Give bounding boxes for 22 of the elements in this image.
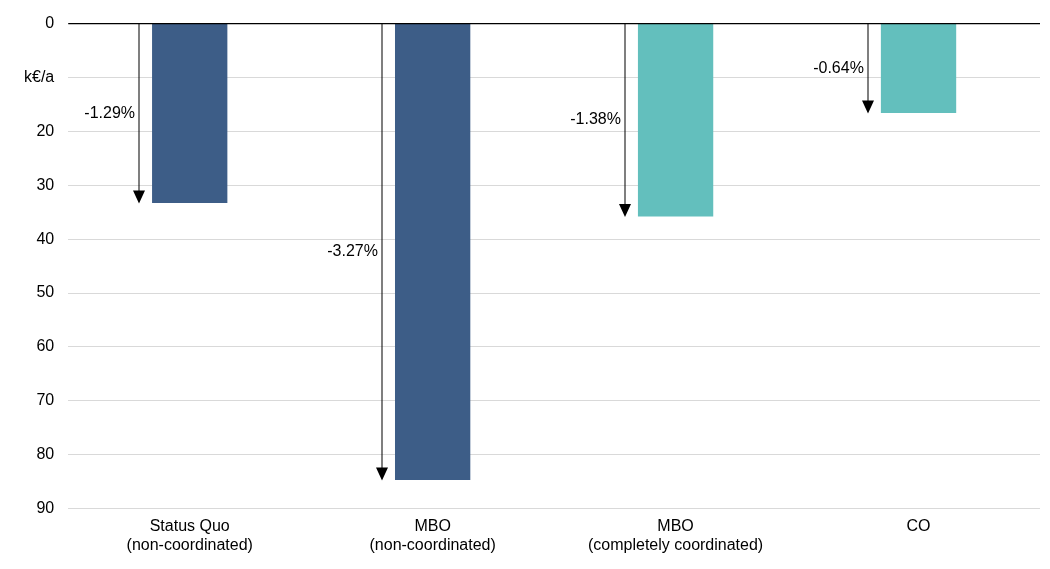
bar (637, 24, 714, 217)
x-tick-label: CO (906, 516, 931, 534)
annotation: -3.27% (327, 242, 378, 260)
y-tick-label: k€/a (23, 67, 55, 85)
x-tick-label: Status Quo (non-coordinated) (126, 516, 253, 553)
annotation: -1.29% (84, 103, 136, 121)
annotation: -1.38% (570, 110, 621, 128)
bar (395, 24, 471, 481)
bar (880, 24, 957, 114)
y-tick-label: 80 (36, 445, 55, 463)
y-tick-label: 20 (36, 121, 55, 139)
y-tick-label: 70 (36, 391, 55, 409)
y-tick-label: 50 (36, 283, 55, 301)
x-tick-label: MBO (completely coordinated) (587, 516, 764, 553)
y-tick-label: 60 (36, 337, 55, 355)
y-tick-label: 0 (45, 14, 55, 32)
y-tick-label: 30 (36, 175, 55, 193)
x-tick-label: MBO (non-coordinated) (369, 516, 496, 553)
bar (152, 24, 228, 204)
y-tick-label: 90 (36, 499, 55, 517)
annotation: -0.64% (813, 58, 864, 76)
y-tick-label: 40 (36, 229, 55, 247)
